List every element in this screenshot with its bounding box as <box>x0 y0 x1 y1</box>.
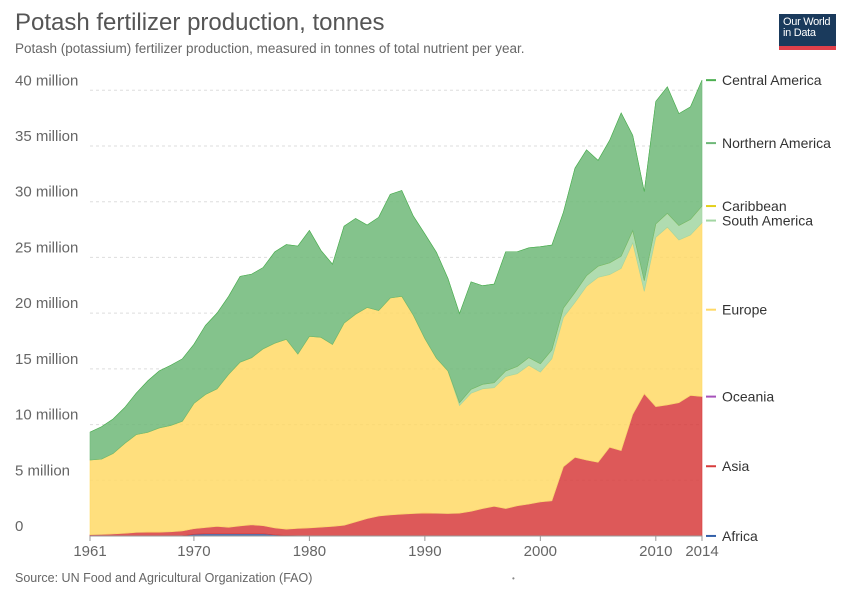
legend: Central America Northern America Caribbean… <box>706 72 831 544</box>
plot-areas <box>89 80 703 537</box>
legend-label-caribbean[interactable]: Caribbean <box>722 198 787 214</box>
legend-label-africa[interactable]: Africa <box>722 528 758 544</box>
y-tick-label: 10 million <box>15 407 78 424</box>
footer-mark: • <box>512 574 515 583</box>
chart-subtitle: Potash (potassium) fertilizer production… <box>15 41 525 56</box>
y-tick-label: 20 million <box>15 295 78 312</box>
x-tick-label: 2014 <box>685 543 718 560</box>
legend-label-northern-america[interactable]: Northern America <box>722 135 831 151</box>
y-tick-label: 35 million <box>15 128 78 145</box>
y-tick-label: 30 million <box>15 184 78 201</box>
legend-label-asia[interactable]: Asia <box>722 458 749 474</box>
y-tick-label: 40 million <box>15 72 78 89</box>
logo-line-2: in Data <box>783 27 816 39</box>
y-tick-label: 0 <box>15 518 23 535</box>
owid-logo[interactable]: Our World in Data <box>779 14 836 50</box>
x-tick-label: 2000 <box>524 543 557 560</box>
x-tick-label: 1990 <box>408 543 441 560</box>
legend-label-south-america[interactable]: South America <box>722 213 813 229</box>
y-tick-label: 5 million <box>15 462 70 479</box>
x-tick-label: 1980 <box>293 543 326 560</box>
legend-label-central-america[interactable]: Central America <box>722 72 822 88</box>
y-tick-label: 25 million <box>15 239 78 256</box>
source-note[interactable]: Source: UN Food and Agricultural Organiz… <box>15 571 313 585</box>
y-tick-label: 15 million <box>15 351 78 368</box>
chart-title: Potash fertilizer production, tonnes <box>15 9 385 36</box>
legend-label-europe[interactable]: Europe <box>722 302 767 318</box>
x-tick-label: 1970 <box>177 543 210 560</box>
x-tick-label: 2010 <box>639 543 672 560</box>
x-tick-label: 1961 <box>73 543 106 560</box>
logo-line-1: Our World <box>783 16 831 28</box>
legend-label-oceania[interactable]: Oceania <box>722 389 774 405</box>
axes: 0 5 million 10 million 15 million 20 million… <box>15 72 719 560</box>
